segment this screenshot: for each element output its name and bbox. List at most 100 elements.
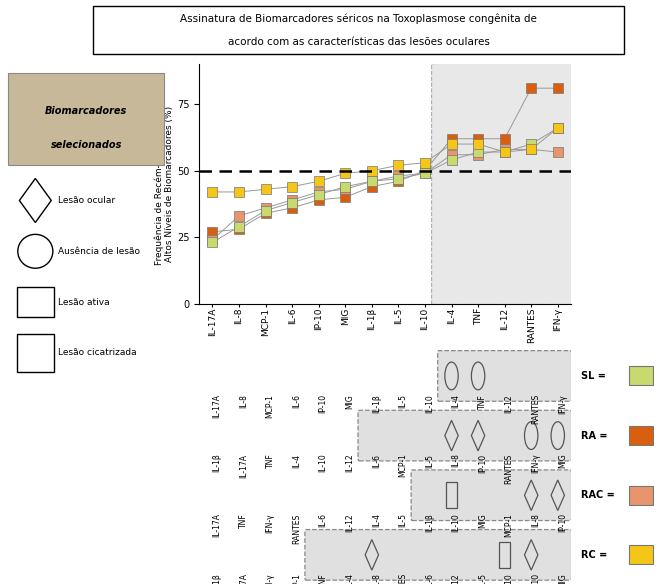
Point [313,190,324,199]
Point [340,169,351,178]
Text: SL =: SL = [581,371,606,381]
Text: MIG: MIG [478,513,487,528]
Text: RANTES: RANTES [531,394,540,424]
Point [207,238,218,247]
Point [260,185,271,194]
Text: IL-8: IL-8 [531,513,540,527]
Point [393,174,404,183]
Text: IFN-γ: IFN-γ [531,454,540,473]
Text: MCP-1: MCP-1 [292,573,301,584]
Text: RANTES: RANTES [505,454,514,484]
Text: Assinatura de Biomarcadores séricos na Toxoplasmose congênita de: Assinatura de Biomarcadores séricos na T… [180,14,537,25]
Point [552,84,563,93]
Text: IL-4: IL-4 [345,573,355,584]
Point [526,145,537,154]
Point [287,198,297,207]
Text: RANTES: RANTES [398,573,408,584]
Point [287,203,297,213]
Point [420,158,430,168]
Point [552,123,563,133]
Text: IP-10: IP-10 [558,513,567,533]
Point [473,134,483,144]
FancyBboxPatch shape [629,426,653,445]
Point [499,145,510,154]
Point [393,161,404,170]
Y-axis label: Frequência de Recém-nascidos com
Altos Níveis de Biomarcadores (%): Frequência de Recém-nascidos com Altos N… [154,103,174,265]
FancyBboxPatch shape [8,74,165,165]
Text: IL-12: IL-12 [345,454,355,472]
Text: IL-17A: IL-17A [212,513,222,537]
Text: Lesão cicatrizada: Lesão cicatrizada [58,349,136,357]
FancyBboxPatch shape [629,486,653,505]
Text: IL-10: IL-10 [452,513,461,532]
Point [367,176,377,186]
Text: MCP-1: MCP-1 [266,394,275,418]
FancyBboxPatch shape [629,367,653,385]
Point [393,171,404,180]
Point [473,147,483,157]
Text: TNF: TNF [478,394,487,409]
Text: IL-17A: IL-17A [239,454,248,478]
Text: TNF: TNF [319,573,328,584]
Point [499,134,510,144]
Point [552,123,563,133]
Text: IL-6: IL-6 [372,454,381,468]
FancyBboxPatch shape [93,6,624,54]
Text: IL-8: IL-8 [372,573,381,584]
FancyBboxPatch shape [629,545,653,564]
Point [393,176,404,186]
Text: IL-4: IL-4 [372,513,381,527]
Text: IL-12: IL-12 [452,573,461,584]
Point [207,187,218,197]
Point [499,147,510,157]
Text: IL-4: IL-4 [452,394,461,408]
Text: IL-12: IL-12 [505,394,514,413]
Text: IFN-γ: IFN-γ [558,394,567,413]
Text: IP-10: IP-10 [531,573,540,584]
Text: RANTES: RANTES [292,513,301,544]
Text: IL-17A: IL-17A [212,394,222,418]
Text: selecionados: selecionados [50,140,122,150]
Text: IL-4: IL-4 [292,454,301,468]
Point [526,140,537,149]
Point [446,155,457,165]
Point [552,147,563,157]
Text: TNF: TNF [239,513,248,528]
Point [234,224,244,234]
Text: MIG: MIG [558,454,567,468]
Point [207,227,218,237]
Point [473,150,483,159]
Text: RC =: RC = [581,550,608,560]
Text: Ausência de lesão: Ausência de lesão [58,247,139,256]
FancyBboxPatch shape [432,64,580,304]
Point [526,84,537,93]
Text: IL-8: IL-8 [452,454,461,468]
Point [340,193,351,202]
Text: IL-10: IL-10 [425,394,434,413]
Point [420,169,430,178]
Text: IL-5: IL-5 [398,513,408,527]
Text: IL-10: IL-10 [505,573,514,584]
Text: MIG: MIG [558,573,567,584]
Point [420,166,430,175]
Point [499,147,510,157]
Point [526,145,537,154]
Text: IL-10: IL-10 [319,454,328,472]
Point [313,187,324,197]
Text: IL-12: IL-12 [345,513,355,532]
Text: IFN-γ: IFN-γ [266,573,275,584]
Text: IL-1β: IL-1β [212,573,222,584]
Text: IL-1β: IL-1β [425,513,434,532]
Point [287,182,297,192]
Text: MIG: MIG [345,394,355,409]
Text: IL-1β: IL-1β [212,454,222,472]
Point [234,222,244,231]
FancyBboxPatch shape [358,411,572,461]
Text: Lesão ativa: Lesão ativa [58,298,110,307]
Text: IFN-γ: IFN-γ [266,513,275,533]
FancyBboxPatch shape [305,530,572,580]
Point [367,166,377,175]
Point [313,195,324,204]
Text: MCP-1: MCP-1 [505,513,514,537]
Point [234,187,244,197]
